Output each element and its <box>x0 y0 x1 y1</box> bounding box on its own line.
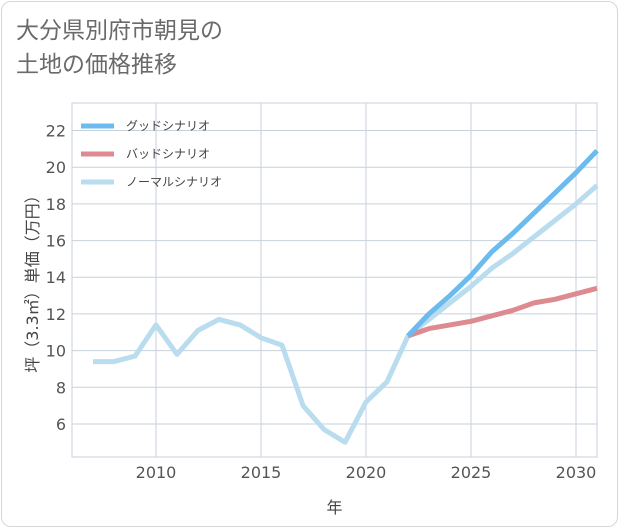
y-tick-label: 8 <box>56 378 66 397</box>
x-tick-label: 2030 <box>556 463 597 482</box>
grid-lines <box>71 102 598 458</box>
legend-label: バッドシナリオ <box>126 147 210 161</box>
axes: 6 8 10 12 14 16 18 20 22 2010 2015 2020 2025 2030 <box>46 122 597 482</box>
x-tick-label: 2015 <box>241 463 282 482</box>
legend-label: グッドシナリオ <box>126 119 210 133</box>
y-tick-label: 22 <box>46 122 66 141</box>
y-tick-label: 16 <box>46 232 66 251</box>
y-tick-label: 12 <box>46 305 66 324</box>
y-tick-label: 10 <box>46 342 66 361</box>
y-tick-label: 18 <box>46 195 66 214</box>
legend-label: ノーマルシナリオ <box>126 175 222 189</box>
x-axis-title: 年 <box>326 498 342 517</box>
y-axis-title: 坪（3.3㎡）単価（万円） <box>23 187 42 372</box>
series-lines <box>93 148 599 445</box>
y-tick-label: 14 <box>46 268 66 287</box>
x-tick-label: 2025 <box>451 463 492 482</box>
chart-title: 大分県別府市朝見の 土地の価格推移 <box>16 18 223 78</box>
series-line-2 <box>93 183 599 445</box>
plot-area <box>71 102 598 458</box>
x-tick-label: 2020 <box>346 463 387 482</box>
x-tick-label: 2010 <box>136 463 177 482</box>
series-line-1 <box>407 285 598 339</box>
series-line-0 <box>406 148 599 338</box>
y-tick-label: 20 <box>46 158 66 177</box>
y-tick-label: 6 <box>56 415 66 434</box>
